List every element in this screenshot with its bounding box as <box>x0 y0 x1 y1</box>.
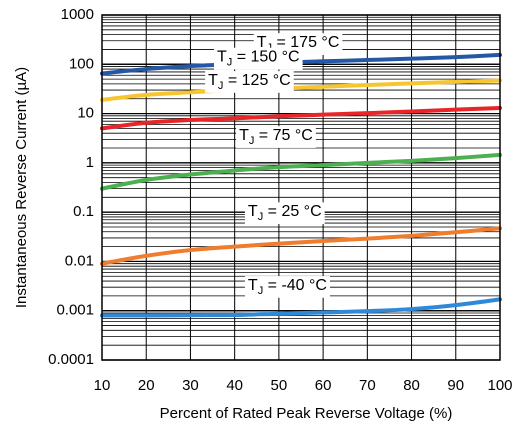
series-lines <box>100 52 502 318</box>
x-tick-label: 30 <box>182 377 199 394</box>
y-tick-label: 0.1 <box>73 203 94 220</box>
series-line-3 <box>100 152 502 191</box>
series-line-5 <box>100 297 502 318</box>
series-label-text: TJ = 25 °C <box>248 203 322 223</box>
x-tick-label: 50 <box>271 377 288 394</box>
series-label-text: TJ = 75 °C <box>239 127 313 147</box>
y-tick-label: 0.0001 <box>48 351 94 368</box>
y-tick-label: 0.01 <box>65 252 94 269</box>
series-label-2: TJ = 125 °C <box>205 71 294 93</box>
series-label-3: TJ = 75 °C <box>236 126 316 148</box>
series-label-bg <box>205 71 294 93</box>
series-label-text: TJ = 125 °C <box>208 72 291 92</box>
series-label-bg <box>244 276 330 298</box>
tick-labels: 10 20 30 40 50 60 70 80 90 100 0.0001 0.001 0.01 0.1 1… <box>48 6 512 394</box>
series-label-text: TJ = 150 °C <box>217 49 300 69</box>
x-tick-label: 40 <box>226 377 243 394</box>
x-tick-label: 20 <box>138 377 155 394</box>
x-tick-label: 10 <box>94 377 111 394</box>
series-label-bg <box>244 202 325 225</box>
plot-frame <box>101 14 501 361</box>
y-tick-label: 0.001 <box>56 302 94 319</box>
x-tick-label: 70 <box>359 377 376 394</box>
series-labels: TJ = 175 °CTJ = 150 °CTJ = 125 °CTJ = 75… <box>205 33 343 298</box>
series-line-2 <box>100 105 502 131</box>
series-line-1 <box>100 78 502 102</box>
x-tick-label: 60 <box>315 377 332 394</box>
y-tick-label: 10 <box>77 105 94 122</box>
x-tick-label: 90 <box>447 377 464 394</box>
y-tick-label: 100 <box>69 55 94 72</box>
series-label-bg <box>213 47 303 70</box>
y-tick-label: 1 <box>86 154 94 171</box>
series-label-1: TJ = 150 °C <box>213 47 303 70</box>
series-label-bg <box>236 126 316 148</box>
series-label-5: TJ = -40 °C <box>244 276 330 298</box>
x-tick-label: 100 <box>487 377 512 394</box>
series-label-4: TJ = 25 °C <box>244 202 325 225</box>
series-line-4 <box>100 226 502 266</box>
grid <box>101 14 501 361</box>
y-axis-title: Instantaneous Reverse Current (µA) <box>13 67 30 308</box>
x-axis-title: Percent of Rated Peak Reverse Voltage (%… <box>160 405 453 422</box>
series-label-text: TJ = -40 °C <box>248 277 327 297</box>
y-tick-label: 1000 <box>61 6 94 23</box>
x-tick-label: 80 <box>403 377 420 394</box>
